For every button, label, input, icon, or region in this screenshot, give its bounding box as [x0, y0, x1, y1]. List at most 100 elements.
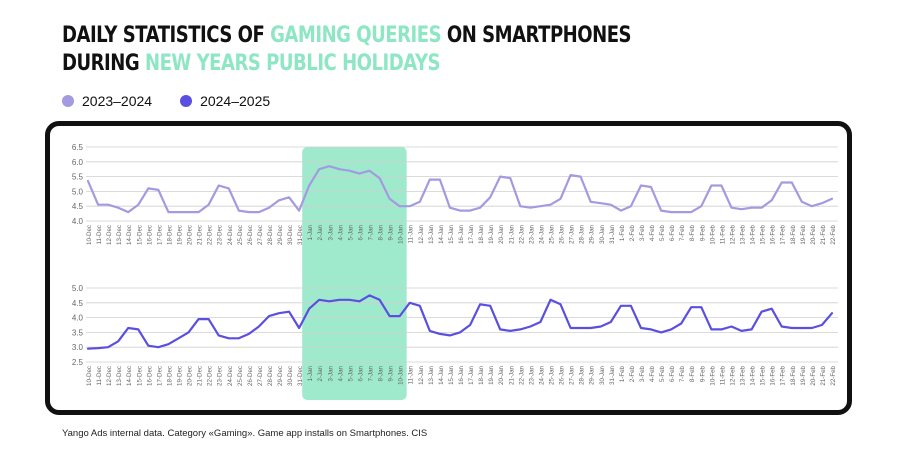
title-text: ON SMARTPHONES: [441, 23, 632, 48]
footnote: Yango Ads internal data. Category «Gamin…: [62, 428, 428, 439]
y-tick-label: 4.5: [72, 299, 84, 308]
x-tick-label: 11-Jan: [408, 224, 415, 243]
y-tick-label: 4.0: [72, 217, 84, 226]
x-tick-label: 1-Feb: [619, 365, 626, 382]
x-tick-label: 16-Feb: [770, 224, 777, 244]
x-tick-label: 18-Feb: [790, 365, 797, 385]
title-text: DURING: [62, 51, 145, 76]
x-tick-label: 12-Feb: [729, 365, 736, 385]
x-tick-label: 28-Jan: [579, 224, 586, 243]
y-tick-label: 3.5: [72, 328, 84, 337]
x-tick-label: 18-Feb: [790, 224, 797, 244]
x-tick-label: 31-Jan: [609, 365, 616, 384]
x-tick-label: 16-Dec: [146, 366, 153, 386]
x-tick-label: 12-Feb: [729, 224, 736, 244]
x-tick-label: 10-Jan: [398, 365, 405, 384]
x-tick-label: 7-Jan: [368, 365, 375, 381]
title-highlight: GAMING QUERIES: [270, 23, 442, 48]
x-tick-label: 8-Feb: [689, 365, 696, 382]
x-tick-label: 12-Dec: [106, 366, 113, 386]
x-tick-label: 28-Dec: [267, 366, 274, 386]
x-tick-label: 2-Feb: [629, 224, 636, 241]
x-tick-label: 13-Dec: [116, 366, 123, 386]
x-tick-label: 30-Jan: [599, 224, 606, 243]
x-tick-label: 12-Dec: [106, 225, 113, 245]
x-tick-label: 22-Dec: [207, 366, 214, 386]
series-line-2024–2025: [86, 294, 834, 350]
x-tick-label: 19-Jan: [488, 224, 495, 243]
x-tick-label: 28-Dec: [267, 225, 274, 245]
x-tick-label: 11-Dec: [96, 225, 103, 245]
x-tick-label: 1-Feb: [619, 224, 626, 241]
x-tick-label: 24-Dec: [227, 225, 234, 245]
x-tick-label: 15-Jan: [448, 365, 455, 384]
x-tick-label: 20-Feb: [810, 224, 817, 244]
x-tick-label: 10-Jan: [398, 224, 405, 243]
x-tick-label: 9-Jan: [388, 224, 395, 240]
x-tick-label: 5-Feb: [659, 365, 666, 382]
x-tick-label: 4-Feb: [649, 224, 656, 241]
x-tick-label: 17-Feb: [780, 224, 787, 244]
x-tick-label: 31-Jan: [609, 224, 616, 243]
x-tick-label: 13-Jan: [428, 224, 435, 243]
x-tick-label: 20-Jan: [498, 365, 505, 384]
y-tick-label: 4.5: [72, 202, 84, 211]
x-tick-label: 3-Jan: [327, 224, 334, 240]
x-tick-label: 14-Jan: [438, 365, 445, 384]
x-tick-label: 31-Dec: [297, 225, 304, 245]
x-tick-label: 24-Dec: [227, 366, 234, 386]
x-tick-label: 29-Jan: [589, 224, 596, 243]
x-tick-label: 14-Feb: [750, 224, 757, 244]
y-tick-label: 5.0: [72, 284, 84, 293]
x-tick-label: 5-Jan: [347, 224, 354, 240]
x-tick-label: 11-Feb: [719, 224, 726, 244]
x-tick-label: 23-Jan: [528, 224, 535, 243]
x-tick-label: 22-Jan: [518, 224, 525, 243]
x-tick-label: 27-Dec: [257, 225, 264, 245]
x-tick-label: 29-Dec: [277, 366, 284, 386]
x-tick-label: 15-Feb: [760, 365, 767, 385]
y-tick-label: 5.0: [72, 187, 84, 196]
x-tick-label: 16-Feb: [770, 365, 777, 385]
x-tick-label: 3-Feb: [639, 365, 646, 382]
x-tick-label: 15-Dec: [136, 225, 143, 245]
x-tick-label: 15-Jan: [448, 224, 455, 243]
x-tick-label: 21-Jan: [508, 365, 515, 384]
legend: 2023–2024 2024–2025: [62, 93, 270, 109]
chart-title: DAILY STATISTICS OF GAMING QUERIES ON SM…: [62, 22, 632, 78]
x-tick-label: 11-Jan: [408, 365, 415, 384]
x-tick-label: 4-Feb: [649, 365, 656, 382]
x-tick-label: 13-Jan: [428, 365, 435, 384]
x-tick-label: 20-Dec: [187, 366, 194, 386]
x-tick-label: 29-Jan: [589, 365, 596, 384]
x-tick-label: 24-Jan: [538, 224, 545, 243]
x-tick-label: 2-Jan: [317, 365, 324, 381]
x-tick-label: 30-Jan: [599, 365, 606, 384]
x-tick-label: 22-Jan: [518, 365, 525, 384]
y-tick-label: 5.5: [72, 173, 84, 182]
chart-panel: [45, 121, 852, 415]
x-tick-label: 10-Feb: [709, 365, 716, 385]
x-tick-label: 27-Jan: [569, 224, 576, 243]
x-tick-label: 10-Dec: [86, 225, 93, 245]
x-tick-label: 17-Jan: [468, 224, 475, 243]
x-tick-label: 30-Dec: [287, 225, 294, 245]
x-tick-label: 16-Dec: [146, 225, 153, 245]
x-tick-label: 23-Jan: [528, 365, 535, 384]
x-tick-label: 6-Jan: [357, 365, 364, 381]
x-tick-label: 6-Feb: [669, 224, 676, 241]
x-tick-label: 17-Dec: [156, 225, 163, 245]
x-tick-label: 9-Feb: [699, 365, 706, 382]
x-tick-label: 15-Dec: [136, 366, 143, 386]
x-tick-label: 22-Feb: [830, 224, 837, 244]
x-tick-label: 20-Dec: [187, 225, 194, 245]
x-tick-label: 5-Jan: [347, 365, 354, 381]
legend-swatch: [62, 95, 74, 107]
x-tick-label: 9-Feb: [699, 224, 706, 241]
x-tick-label: 28-Jan: [579, 365, 586, 384]
x-tick-label: 3-Feb: [639, 224, 646, 241]
x-tick-label: 8-Jan: [378, 365, 385, 381]
x-tick-label: 20-Jan: [498, 224, 505, 243]
x-tick-label: 31-Dec: [297, 366, 304, 386]
x-tick-label: 2-Jan: [317, 224, 324, 240]
